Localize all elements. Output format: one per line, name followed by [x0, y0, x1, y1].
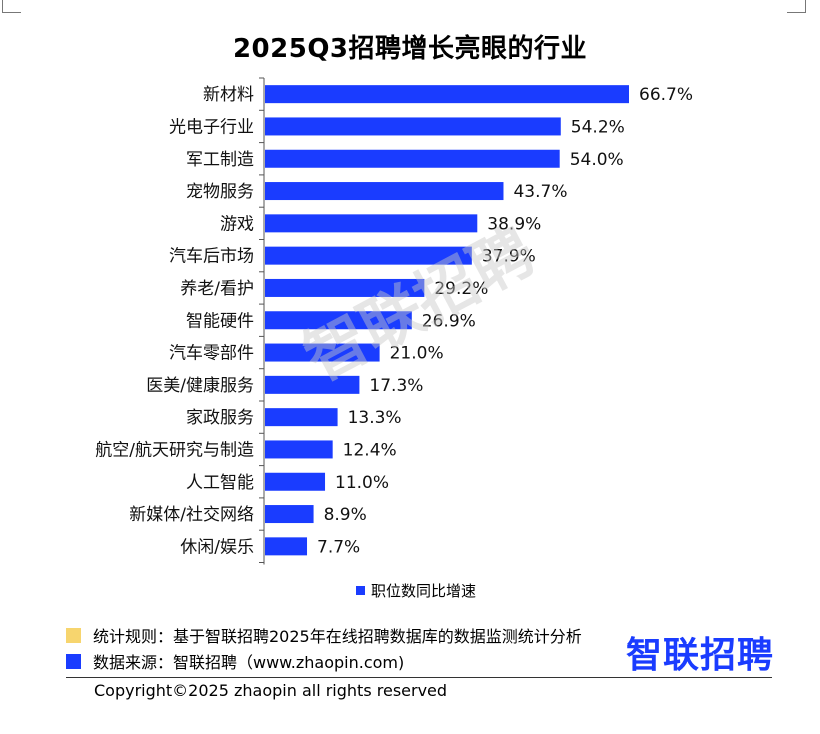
source-color-square	[66, 653, 81, 669]
legend-swatch	[356, 586, 365, 595]
category-label: 汽车零部件	[169, 344, 254, 364]
category-label: 宠物服务	[186, 182, 254, 202]
category-label: 休闲/娱乐	[180, 537, 254, 557]
data-label: 54.2%	[571, 117, 625, 137]
bar	[265, 85, 629, 104]
data-label: 54.0%	[570, 150, 624, 170]
bar	[265, 214, 478, 233]
rule-color-square	[66, 627, 81, 643]
data-label: 29.2%	[434, 279, 488, 299]
bar	[265, 311, 412, 330]
bar	[265, 472, 326, 491]
bar	[265, 117, 561, 136]
category-label: 军工制造	[186, 150, 254, 170]
data-label: 17.3%	[369, 376, 423, 396]
footer-rule-text: 统计规则：基于智联招聘2025年在线招聘数据库的数据监测统计分析	[93, 627, 582, 646]
category-label: 家政服务	[186, 408, 254, 428]
category-label: 汽车后市场	[169, 247, 254, 267]
chart-title: 2025Q3招聘增长亮眼的行业	[232, 34, 588, 64]
data-label: 11.0%	[335, 473, 389, 493]
legend: 职位数同比增速	[356, 580, 476, 601]
category-label: 新材料	[203, 85, 254, 105]
legend-label: 职位数同比增速	[371, 582, 477, 600]
copyright-text: Copyright©2025 zhaopin all rights reserv…	[94, 681, 448, 700]
bar	[265, 182, 504, 201]
bar	[265, 375, 360, 394]
bar	[265, 505, 314, 524]
bar	[265, 440, 333, 459]
category-label: 智能硬件	[186, 311, 254, 331]
footer-source-text: 数据来源：智联招聘（www.zhaopin.com)	[93, 653, 405, 672]
bar	[265, 278, 425, 297]
data-label: 37.9%	[482, 247, 536, 267]
category-label: 医美/健康服务	[146, 376, 254, 396]
data-label: 12.4%	[343, 440, 397, 460]
data-label: 43.7%	[513, 182, 567, 202]
data-label: 13.3%	[348, 408, 402, 428]
zhaopin-logo: 智联招聘	[626, 635, 775, 676]
crop-mark-right	[787, 0, 806, 13]
footer-source-row: 数据来源：智联招聘（www.zhaopin.com)	[66, 649, 404, 673]
data-label: 38.9%	[487, 214, 541, 234]
data-label: 8.9%	[324, 505, 367, 525]
data-label: 66.7%	[639, 85, 693, 105]
data-label: 26.9%	[422, 311, 476, 331]
data-label: 7.7%	[317, 537, 360, 557]
crop-mark-left	[2, 0, 21, 13]
category-label: 新媒体/社交网络	[129, 505, 254, 525]
footer-divider	[66, 677, 772, 678]
bar	[265, 343, 380, 362]
category-label: 人工智能	[186, 473, 254, 493]
bar-chart: 新材料 66.7% 光电子行业 54.2% 军工制造 54.0% 宠物服务 43.7% 游戏 38…	[95, 77, 693, 565]
bar	[265, 537, 308, 556]
bar	[265, 246, 472, 265]
bar	[265, 408, 338, 427]
footer-rule-row: 统计规则：基于智联招聘2025年在线招聘数据库的数据监测统计分析	[66, 623, 582, 647]
category-label: 光电子行业	[169, 117, 254, 137]
data-label: 21.0%	[390, 344, 444, 364]
category-label: 养老/看护	[180, 279, 254, 299]
category-label: 游戏	[220, 214, 254, 234]
category-label: 航空/航天研究与制造	[95, 440, 254, 460]
bar	[265, 149, 560, 168]
